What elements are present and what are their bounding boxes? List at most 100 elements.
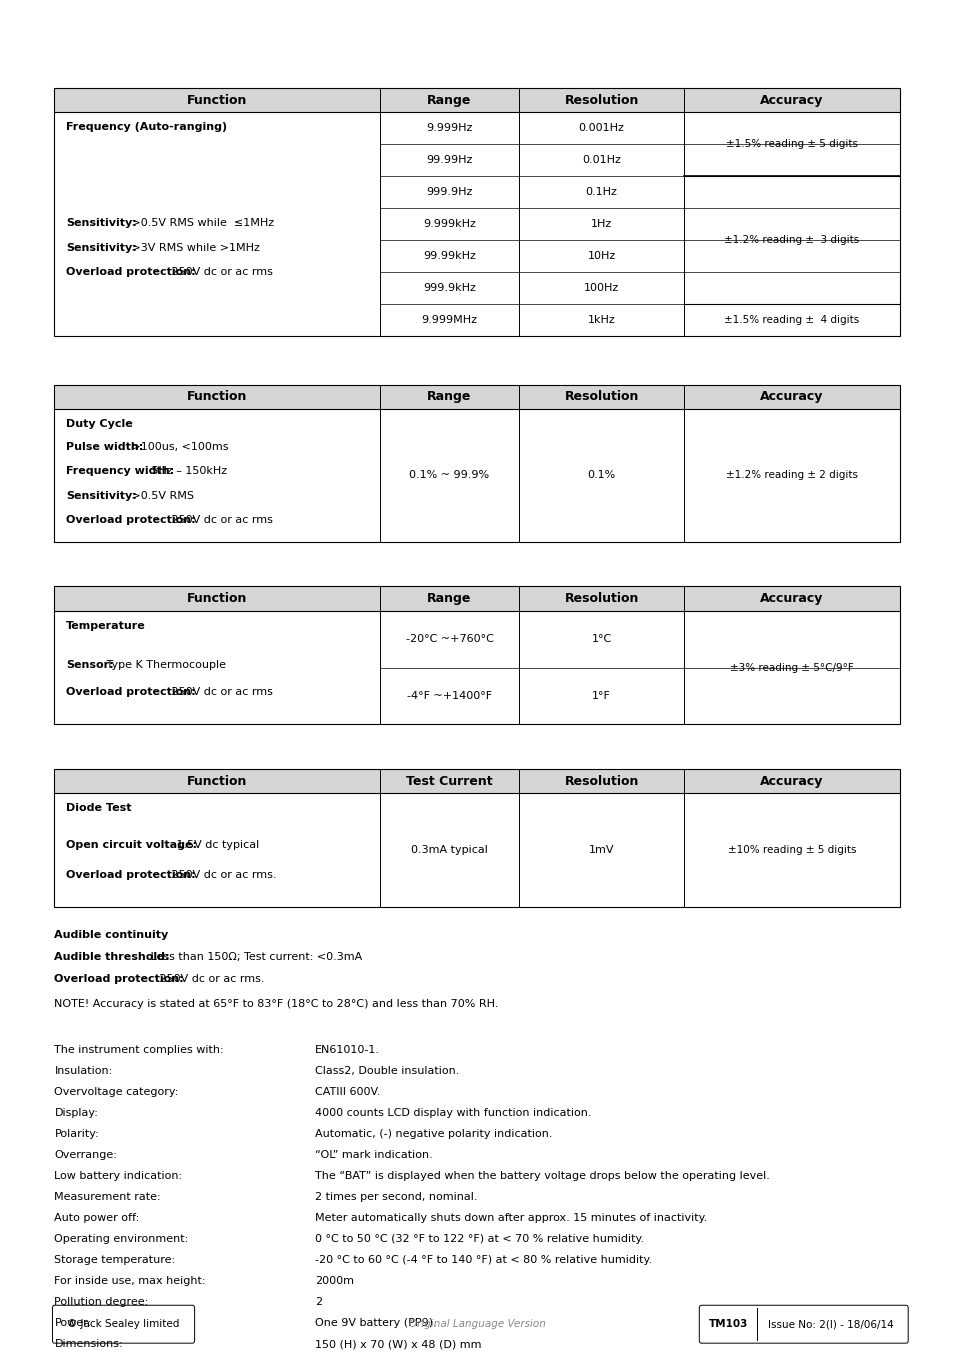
Text: Pollution degree:: Pollution degree: (54, 1297, 149, 1307)
Text: Frequency (Auto-ranging): Frequency (Auto-ranging) (66, 122, 227, 133)
Text: 250V dc or ac rms: 250V dc or ac rms (168, 267, 273, 278)
Text: Type K Thermocouple: Type K Thermocouple (103, 659, 226, 670)
Text: Pulse width: >100us, <100ms: Pulse width: >100us, <100ms (66, 441, 233, 452)
Text: Function: Function (187, 93, 247, 107)
Bar (54, 769, 899, 907)
Text: Accuracy: Accuracy (760, 774, 822, 788)
Bar (54, 88, 899, 112)
FancyBboxPatch shape (699, 1305, 907, 1343)
Text: ±1.2% reading ±  3 digits: ±1.2% reading ± 3 digits (723, 236, 859, 245)
Text: Overload protection: 250V dc or ac rms: Overload protection: 250V dc or ac rms (66, 515, 285, 525)
Text: 9.999MHz: 9.999MHz (421, 315, 477, 325)
Text: Overload protection: 250V dc or ac rms: Overload protection: 250V dc or ac rms (66, 686, 285, 697)
Bar (54, 385, 899, 542)
Text: >0.5V RMS: >0.5V RMS (128, 490, 194, 501)
Text: Overload protection:: Overload protection: (66, 515, 195, 525)
Text: Operating environment:: Operating environment: (54, 1235, 189, 1244)
Text: Pulse width:: Pulse width: (66, 441, 143, 452)
Text: The “BAT” is displayed when the battery voltage drops below the operating level.: The “BAT” is displayed when the battery … (314, 1171, 769, 1181)
Text: Resolution: Resolution (564, 390, 639, 403)
Text: Overload protection:: Overload protection: (66, 267, 195, 278)
Text: 100Hz: 100Hz (583, 283, 618, 292)
Text: Frequency width: 5Hz – 150kHz: Frequency width: 5Hz – 150kHz (66, 466, 240, 477)
Text: 0.01Hz: 0.01Hz (581, 156, 620, 165)
Text: Sensitivity: >0.5V RMS while  ≤1MHz: Sensitivity: >0.5V RMS while ≤1MHz (66, 218, 273, 229)
Text: Open circuit voltage:: Open circuit voltage: (66, 839, 196, 850)
Text: 0 °C to 50 °C (32 °F to 122 °F) at < 70 % relative humidity.: 0 °C to 50 °C (32 °F to 122 °F) at < 70 … (314, 1235, 643, 1244)
Text: Resolution: Resolution (564, 774, 639, 788)
Text: 1°F: 1°F (592, 691, 611, 701)
Bar (54, 769, 899, 793)
Text: Sensor: Type K Thermocouple: Sensor: Type K Thermocouple (66, 659, 231, 670)
Text: 999.9kHz: 999.9kHz (422, 283, 476, 292)
Text: Meter automatically shuts down after approx. 15 minutes of inactivity.: Meter automatically shuts down after app… (314, 1213, 706, 1223)
Text: ±1.2% reading ± 2 digits: ±1.2% reading ± 2 digits (725, 470, 857, 481)
Text: 2: 2 (314, 1297, 321, 1307)
Text: Storage temperature:: Storage temperature: (54, 1255, 175, 1265)
Text: Sensitivity:: Sensitivity: (66, 218, 136, 229)
Text: Overload protection: 250V dc or ac rms: Overload protection: 250V dc or ac rms (66, 267, 285, 278)
Text: Automatic, (-) negative polarity indication.: Automatic, (-) negative polarity indicat… (314, 1129, 552, 1139)
Text: >100us, <100ms: >100us, <100ms (128, 441, 229, 452)
Text: Auto power off:: Auto power off: (54, 1213, 139, 1223)
Text: Duty Cycle: Duty Cycle (66, 418, 132, 429)
Bar (54, 586, 899, 724)
Text: Overload protection:: Overload protection: (66, 686, 195, 697)
Text: Range: Range (427, 592, 471, 605)
Text: ±3% reading ± 5°C/9°F: ±3% reading ± 5°C/9°F (729, 662, 853, 673)
Text: 9.999Hz: 9.999Hz (426, 123, 473, 133)
Bar (54, 385, 899, 409)
Text: Audible continuity: Audible continuity (54, 930, 169, 940)
Text: 0.001Hz: 0.001Hz (578, 123, 624, 133)
Text: Power:: Power: (54, 1319, 91, 1328)
Text: Overrange:: Overrange: (54, 1150, 117, 1160)
Text: >3V RMS while >1MHz: >3V RMS while >1MHz (128, 242, 260, 253)
Text: 1kHz: 1kHz (587, 315, 615, 325)
Text: Audible threshold:: Audible threshold: (54, 952, 170, 961)
Text: Resolution: Resolution (564, 592, 639, 605)
Text: ±10% reading ± 5 digits: ±10% reading ± 5 digits (727, 845, 855, 856)
Text: The instrument complies with:: The instrument complies with: (54, 1045, 224, 1055)
Text: Original Language Version: Original Language Version (408, 1319, 545, 1330)
Text: Overvoltage category:: Overvoltage category: (54, 1087, 178, 1097)
Text: Low battery indication:: Low battery indication: (54, 1171, 182, 1181)
Text: ±1.5% reading ± 5 digits: ±1.5% reading ± 5 digits (725, 139, 857, 149)
Text: Less than 150Ω; Test current: <0.3mA: Less than 150Ω; Test current: <0.3mA (147, 952, 361, 961)
Text: -20°C ~+760°C: -20°C ~+760°C (405, 634, 493, 645)
Text: Sensor:: Sensor: (66, 659, 113, 670)
Text: 250V dc or ac rms: 250V dc or ac rms (168, 515, 273, 525)
Text: 250V dc or ac rms.: 250V dc or ac rms. (168, 869, 276, 880)
Text: ±1.5% reading ±  4 digits: ±1.5% reading ± 4 digits (723, 315, 859, 325)
Text: 250V dc or ac rms: 250V dc or ac rms (168, 686, 273, 697)
Text: Overload protection:: Overload protection: (66, 869, 195, 880)
Text: 0.3mA typical: 0.3mA typical (411, 845, 487, 856)
Text: Accuracy: Accuracy (760, 93, 822, 107)
Text: Issue No: 2(I) - 18/06/14: Issue No: 2(I) - 18/06/14 (767, 1319, 893, 1330)
Text: 0.1% ~ 99.9%: 0.1% ~ 99.9% (409, 470, 489, 481)
Text: Sensitivity:: Sensitivity: (66, 490, 136, 501)
Bar (54, 88, 899, 336)
Text: TM103: TM103 (708, 1319, 748, 1330)
Text: 5Hz – 150kHz: 5Hz – 150kHz (148, 466, 227, 477)
Text: 0.1%: 0.1% (587, 470, 615, 481)
Text: 1mV: 1mV (588, 845, 614, 856)
Text: >0.5V RMS while  ≤1MHz: >0.5V RMS while ≤1MHz (128, 218, 274, 229)
Text: 250V dc or ac rms.: 250V dc or ac rms. (156, 974, 265, 983)
Text: Range: Range (427, 390, 471, 403)
Text: Sensitivity: >3V RMS while >1MHz: Sensitivity: >3V RMS while >1MHz (66, 242, 258, 253)
Text: 4000 counts LCD display with function indication.: 4000 counts LCD display with function in… (314, 1108, 591, 1118)
Text: Resolution: Resolution (564, 93, 639, 107)
Text: Accuracy: Accuracy (760, 390, 822, 403)
Text: Sensitivity: >0.5V RMS: Sensitivity: >0.5V RMS (66, 490, 193, 501)
Text: 150 (H) x 70 (W) x 48 (D) mm: 150 (H) x 70 (W) x 48 (D) mm (314, 1339, 481, 1349)
Text: 0.1Hz: 0.1Hz (585, 187, 617, 198)
Text: Function: Function (187, 774, 247, 788)
Text: -20 °C to 60 °C (-4 °F to 140 °F) at < 80 % relative humidity.: -20 °C to 60 °C (-4 °F to 140 °F) at < 8… (314, 1255, 651, 1265)
Text: Display:: Display: (54, 1108, 98, 1118)
Text: CATIII 600V.: CATIII 600V. (314, 1087, 380, 1097)
Text: “OL” mark indication.: “OL” mark indication. (314, 1150, 432, 1160)
Text: 999.9Hz: 999.9Hz (426, 187, 473, 198)
Text: Overload protection:: Overload protection: (54, 974, 184, 983)
Text: © Jack Sealey limited: © Jack Sealey limited (68, 1319, 179, 1330)
Text: Measurement rate:: Measurement rate: (54, 1192, 161, 1202)
